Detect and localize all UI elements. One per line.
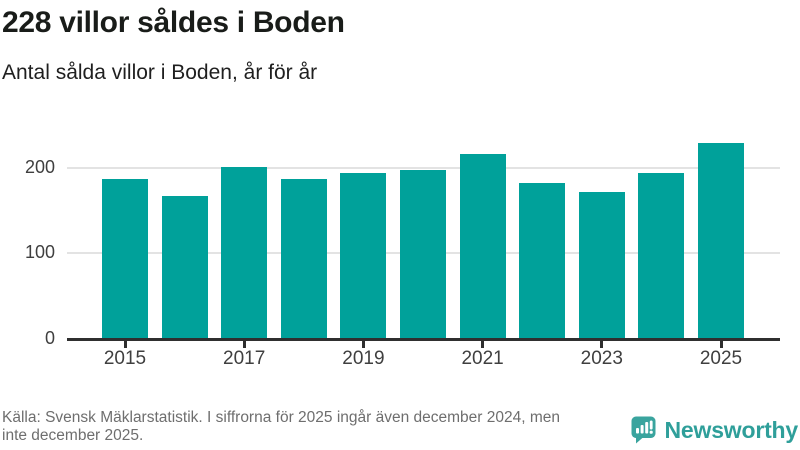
x-axis-tick-2019 — [361, 341, 365, 348]
x-axis-tick-2021 — [481, 341, 485, 348]
y-axis-label-0: 0 — [44, 328, 55, 348]
x-axis-tick-2015 — [123, 341, 127, 348]
y-axis-label-100: 100 — [24, 242, 55, 263]
page-subtitle: Antal sålda villor i Boden, år för år — [2, 61, 318, 84]
bar-2025[interactable] — [698, 142, 744, 338]
source-note: Källa: Svensk Mäklarstatistik. I siffror… — [2, 409, 560, 445]
x-axis-label-2025: 2025 — [699, 348, 743, 369]
bar-chart: 0 100 200 2015 2017 2019 2021 2023 2025 — [25, 132, 780, 369]
bar-2023[interactable] — [578, 192, 625, 338]
y-axis-label-200: 200 — [24, 156, 55, 177]
gridline-y-200 — [67, 166, 780, 169]
x-axis-label-2021: 2021 — [461, 348, 504, 369]
x-axis-tick-2025 — [719, 341, 723, 348]
newsworthy-logo[interactable]: Newsworthy — [631, 416, 798, 445]
bar-2019[interactable] — [340, 172, 387, 338]
x-axis-label-2015: 2015 — [103, 348, 147, 369]
page-title: 228 villor såldes i Boden — [2, 6, 345, 39]
x-axis-label-2017: 2017 — [223, 348, 266, 369]
newsworthy-logo-text: Newsworthy — [664, 417, 799, 443]
bar-2018[interactable] — [280, 179, 327, 338]
x-axis-label-2023: 2023 — [580, 348, 623, 369]
source-note-line1: Källa: Svensk Mäklarstatistik. I siffror… — [2, 409, 560, 426]
x-axis-tick-2023 — [600, 341, 604, 348]
bar-2020[interactable] — [400, 169, 446, 338]
newsworthy-logo-icon — [631, 416, 657, 445]
bar-2024[interactable] — [638, 173, 685, 338]
bar-2015[interactable] — [102, 178, 148, 338]
source-note-line2: inte december 2025. — [2, 427, 144, 444]
bar-2021[interactable] — [459, 153, 506, 338]
bar-2017[interactable] — [221, 167, 268, 338]
x-axis-label-2019: 2019 — [342, 348, 385, 369]
x-axis-tick-2017 — [242, 341, 246, 348]
bar-2022[interactable] — [519, 182, 566, 338]
bar-2016[interactable] — [161, 195, 208, 338]
